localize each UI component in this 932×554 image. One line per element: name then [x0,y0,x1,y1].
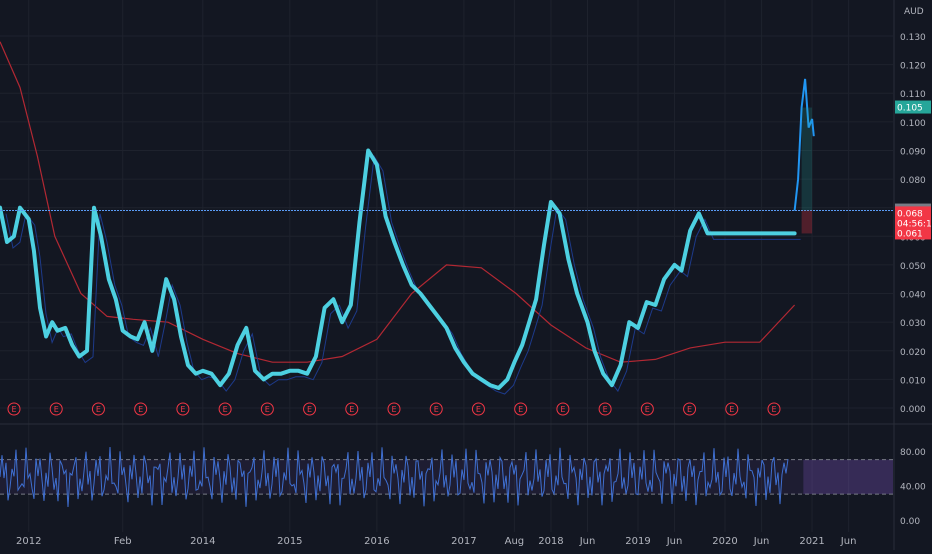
x-tick-label: 2019 [625,536,650,547]
earnings-marker [514,402,528,416]
price-layer [0,78,893,390]
moving-average-blue [5,155,801,395]
earnings-marker-label: E [180,405,185,414]
earnings-marker-label: E [96,405,101,414]
x-tick-label: Jun [666,536,683,547]
earnings-marker [640,402,654,416]
oscillator-tick-label: 80.00 [900,448,926,458]
earnings-marker-label: E [138,405,143,414]
x-tick-label: Jun [753,536,770,547]
earnings-marker-label: E [349,405,354,414]
price-label-box [895,216,931,230]
price-label-box [895,206,931,220]
y-tick-label: 0.080 [900,176,926,186]
x-tick-label: 2012 [16,536,41,547]
earnings-marker-label: E [603,405,608,414]
earnings-marker [7,402,21,416]
earnings-marker [345,402,359,416]
axis-layer: 0.1300.1200.1100.1000.0900.0800.0700.060… [16,7,932,547]
y-tick-label: 0.110 [900,90,926,100]
stop-zone [801,210,813,234]
price-label: 0.068 [897,209,923,219]
y-tick-label: 0.050 [900,262,926,272]
earnings-marker [49,402,63,416]
x-tick-label: Feb [114,536,132,547]
y-tick-label: 0.030 [900,319,926,329]
oscillator-tick-label: 0.00 [900,517,920,527]
y-tick-label: 0.010 [900,376,926,386]
earnings-marker-label: E [265,405,270,414]
y-tick-label: 0.120 [900,62,926,72]
earnings-marker [134,402,148,416]
y-tick-label: 0.100 [900,119,926,129]
x-tick-label: 2017 [451,536,476,547]
earnings-marker-label: E [729,405,734,414]
earnings-marker [91,402,105,416]
x-tick-label: Aug [505,536,525,547]
moving-average-layer [0,41,801,395]
x-tick-label: 2021 [799,536,824,547]
target-zone [801,107,813,211]
price-label: 0.105 [897,104,923,114]
earnings-marker-label: E [54,405,59,414]
y-tick-label: 0.020 [900,348,926,358]
earnings-marker-label: E [687,405,692,414]
x-tick-label: Jun [579,536,596,547]
earnings-marker [725,402,739,416]
price-label: 04:56:16 [897,219,932,229]
x-tick-label: Jun [840,536,857,547]
y-tick-label: 0.000 [900,405,926,415]
earnings-marker [218,402,232,416]
earnings-marker-label: E [771,405,776,414]
price-label-box [895,226,931,240]
earnings-marker [387,402,401,416]
oscillator-tick-label: 40.00 [900,483,926,493]
y-tick-label: 0.130 [900,33,926,43]
earnings-marker [429,402,443,416]
y-tick-label: 0.090 [900,147,926,157]
oscillator-band-future [803,459,893,495]
earnings-marker [556,402,570,416]
earnings-marker [176,402,190,416]
earnings-marker-label: E [518,405,523,414]
earnings-marker [260,402,274,416]
price-label-box [895,100,931,114]
earnings-marker-label: E [223,405,228,414]
oscillator-line [0,446,789,508]
price-line [0,148,797,390]
y-tick-label: 0.040 [900,291,926,301]
earnings-marker [767,402,781,416]
x-tick-label: 2016 [364,536,389,547]
x-tick-label: 2014 [190,536,215,547]
breakout-line [793,78,815,211]
earnings-marker [598,402,612,416]
earnings-marker-label: E [11,405,16,414]
currency-label: AUD [904,7,924,17]
earnings-marker-label: E [560,405,565,414]
moving-average-red [0,41,796,363]
earnings-marker [471,402,485,416]
earnings-marker-label: E [434,405,439,414]
earnings-marker-label: E [476,405,481,414]
earnings-marker-label: E [391,405,396,414]
price-label: 0.061 [897,229,923,239]
x-tick-label: 2020 [712,536,737,547]
oscillator-layer [0,446,893,508]
earnings-marker-label: E [307,405,312,414]
earnings-marker [683,402,697,416]
x-tick-label: 2018 [538,536,563,547]
earnings-marker [303,402,317,416]
x-tick-label: 2015 [277,536,302,547]
earnings-marker-label: E [645,405,650,414]
